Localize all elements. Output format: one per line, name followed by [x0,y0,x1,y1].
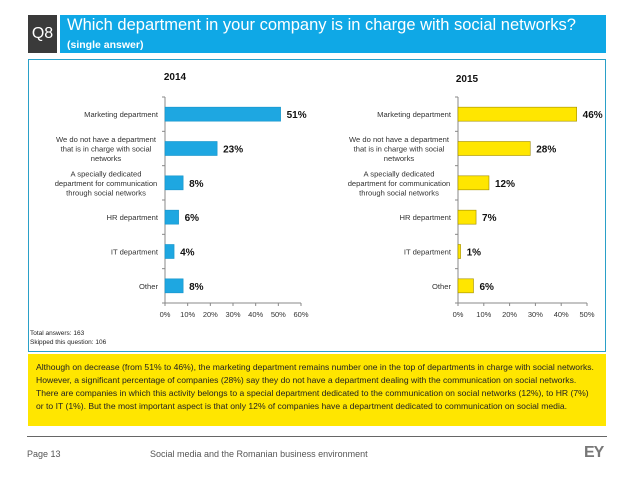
category-label-line: that is in charge with social [61,145,152,154]
chart-2014-bar [164,278,184,294]
chart-2015-x-tick-label: 0% [453,310,464,319]
chart-2014-x-tick-label: 30% [225,310,240,319]
chart-2015-category-label: HR department [400,213,452,222]
chart-2014-x-tick-label: 40% [248,310,263,319]
category-label-line: through social networks [66,188,146,197]
page-title: Which department in your company is in c… [60,15,606,53]
chart-2014-x-tick-label: 50% [271,310,286,319]
chart-2014-category-label: Other [139,282,158,291]
question-number: Q8 [31,25,54,42]
total-answers-note: Total answers: 163 [30,330,85,337]
category-label-line: department for communication [55,179,158,188]
chart-2015-bar [457,106,577,122]
chart-2014-bar [164,106,281,122]
question-number-badge: Q8 [28,15,57,53]
category-label-line: We do not have a department [56,135,157,144]
chart-2014-category-label: IT department [111,248,159,257]
chart-2014-category-label: Marketing department [84,110,159,119]
question-subtitle: (single answer) [67,39,144,51]
chart-2015-bar [457,141,531,156]
chart-2015-title: 2015 [456,74,479,85]
chart-2014-x-tick-label: 10% [180,310,195,319]
category-label-line: A specially dedicated [364,169,435,178]
category-label-line: Marketing department [377,110,452,119]
chart-2015-value-label: 12% [495,179,515,190]
chart-2015-x-tick-label: 10% [476,310,491,319]
category-label-line: networks [384,154,415,163]
chart-2014-bar [164,141,218,156]
page-number: Page 13 [27,449,61,459]
chart-2015-category-label: Other [432,282,451,291]
category-label-line: HR department [400,213,452,222]
chart-2014-category-label: HR department [107,213,159,222]
chart-2014-value-label: 51% [287,110,307,121]
chart-2015-category-label: We do not have a department that is in ch… [349,135,450,163]
category-label-line: Marketing department [84,110,159,119]
footer-title: Social media and the Romanian business e… [150,449,368,459]
category-label-line: networks [91,154,122,163]
chart-2015-bar [457,209,477,225]
chart-2015-value-label: 6% [479,282,494,293]
ey-logo-icon: EY [584,444,604,461]
chart-2014-value-label: 4% [180,248,195,259]
chart-2015-x-tick-label: 40% [554,310,569,319]
chart-2014-category-label: We do not have a department that is in ch… [56,135,157,163]
chart-2015-x-tick-label: 50% [579,310,594,319]
charts-svg: 2014 0% 10% 20% 30% 40% 50% 60% 51% Marketing dep… [55,72,603,319]
chart-panel [28,59,606,352]
chart-2015-value-label: 46% [583,110,603,121]
category-label-line: IT department [111,248,159,257]
chart-2014-value-label: 23% [223,145,243,156]
chart-2015-bar [457,244,461,259]
chart-2014-bar [164,175,184,191]
footer-divider [27,436,607,437]
chart-2014-x-tick-label: 20% [203,310,218,319]
chart-2015-x-tick-label: 20% [502,310,517,319]
chart-2014-bar [164,244,175,259]
chart-2015-bar [457,175,490,191]
question-title: Which department in your company is in c… [67,16,576,34]
chart-2014-title: 2014 [164,72,187,83]
category-label-line: IT department [404,248,452,257]
chart-2015-value-label: 7% [482,213,497,224]
chart-2014-category-label: A specially dedicated department for comm… [55,169,158,197]
chart-2014-x-tick-label: 60% [293,310,308,319]
chart-2015-category-label: IT department [404,248,452,257]
category-label-line: A specially dedicated [71,169,142,178]
category-label-line: Other [139,282,158,291]
category-label-line: that is in charge with social [354,145,445,154]
skipped-note: Skipped this question: 106 [30,339,107,346]
chart-2014-value-label: 8% [189,179,204,190]
chart-2014-value-label: 6% [185,213,200,224]
category-label-line: HR department [107,213,159,222]
category-label-line: Other [432,282,451,291]
chart-2014-bar [164,209,179,225]
summary-box: Although on decrease (from 51% to 46%), … [28,354,606,426]
chart-2015-bar [457,278,474,294]
chart-2015-value-label: 28% [536,145,556,156]
category-label-line: department for communication [348,179,451,188]
chart-2014-x-tick-label: 0% [160,310,171,319]
chart-2015-value-label: 1% [467,248,482,259]
chart-2014-value-label: 8% [189,282,204,293]
chart-2015-category-label: Marketing department [377,110,452,119]
category-label-line: We do not have a department [349,135,450,144]
chart-2015-category-label: A specially dedicated department for comm… [348,169,451,197]
chart-2015-x-tick-label: 30% [528,310,543,319]
category-label-line: through social networks [359,188,439,197]
